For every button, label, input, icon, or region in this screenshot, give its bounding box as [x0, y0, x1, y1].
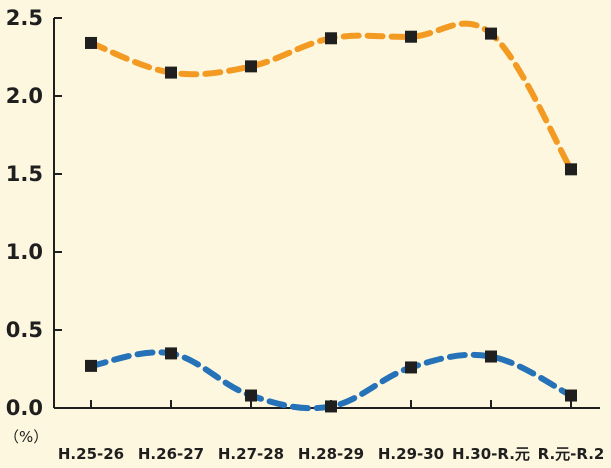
y-tick-label: 1.5 — [6, 162, 43, 186]
data-point-s0-3 — [325, 32, 337, 45]
data-point-s0-5 — [485, 27, 497, 40]
data-point-s1-4 — [405, 361, 417, 374]
data-point-s0-2 — [245, 60, 257, 73]
data-point-s0-0 — [85, 36, 97, 49]
x-tick-label: H.29-30 — [378, 445, 444, 463]
y-tick-label: 2.5 — [6, 6, 43, 30]
x-tick-label: H.30-R.元 — [452, 445, 530, 463]
y-tick-label: 0.5 — [6, 318, 43, 342]
data-point-s1-5 — [485, 350, 497, 363]
data-point-s1-3 — [325, 400, 337, 413]
series-lines — [88, 20, 574, 412]
x-tick-label: H.27-28 — [218, 445, 284, 463]
y-tick-label: 1.0 — [6, 240, 43, 264]
data-point-s0-6 — [565, 163, 577, 176]
data-point-s1-1 — [165, 347, 177, 360]
y-tick-label: 2.0 — [6, 84, 43, 108]
axes — [53, 17, 600, 409]
data-point-s1-2 — [245, 389, 257, 402]
series-line-0 — [88, 20, 574, 173]
data-point-s1-6 — [565, 389, 577, 402]
data-point-s0-1 — [165, 66, 177, 79]
y-tick-label: 0.0 — [6, 396, 43, 420]
data-point-s1-0 — [85, 359, 97, 372]
x-tick-label: H.28-29 — [298, 445, 364, 463]
tick-labels: 0.0 0.5 1.0 1.5 2.0 2.5 H.25-26 H.26-27 H.27-28 H… — [4, 6, 604, 463]
x-tick-label: H.26-27 — [138, 445, 204, 463]
y-unit-label: （%） — [4, 428, 48, 446]
series-line-1 — [88, 349, 574, 412]
x-tick-label: R.元-R.2 — [538, 445, 605, 463]
x-tick-label: H.25-26 — [58, 445, 124, 463]
data-markers — [85, 27, 577, 413]
data-point-s0-4 — [405, 30, 417, 43]
